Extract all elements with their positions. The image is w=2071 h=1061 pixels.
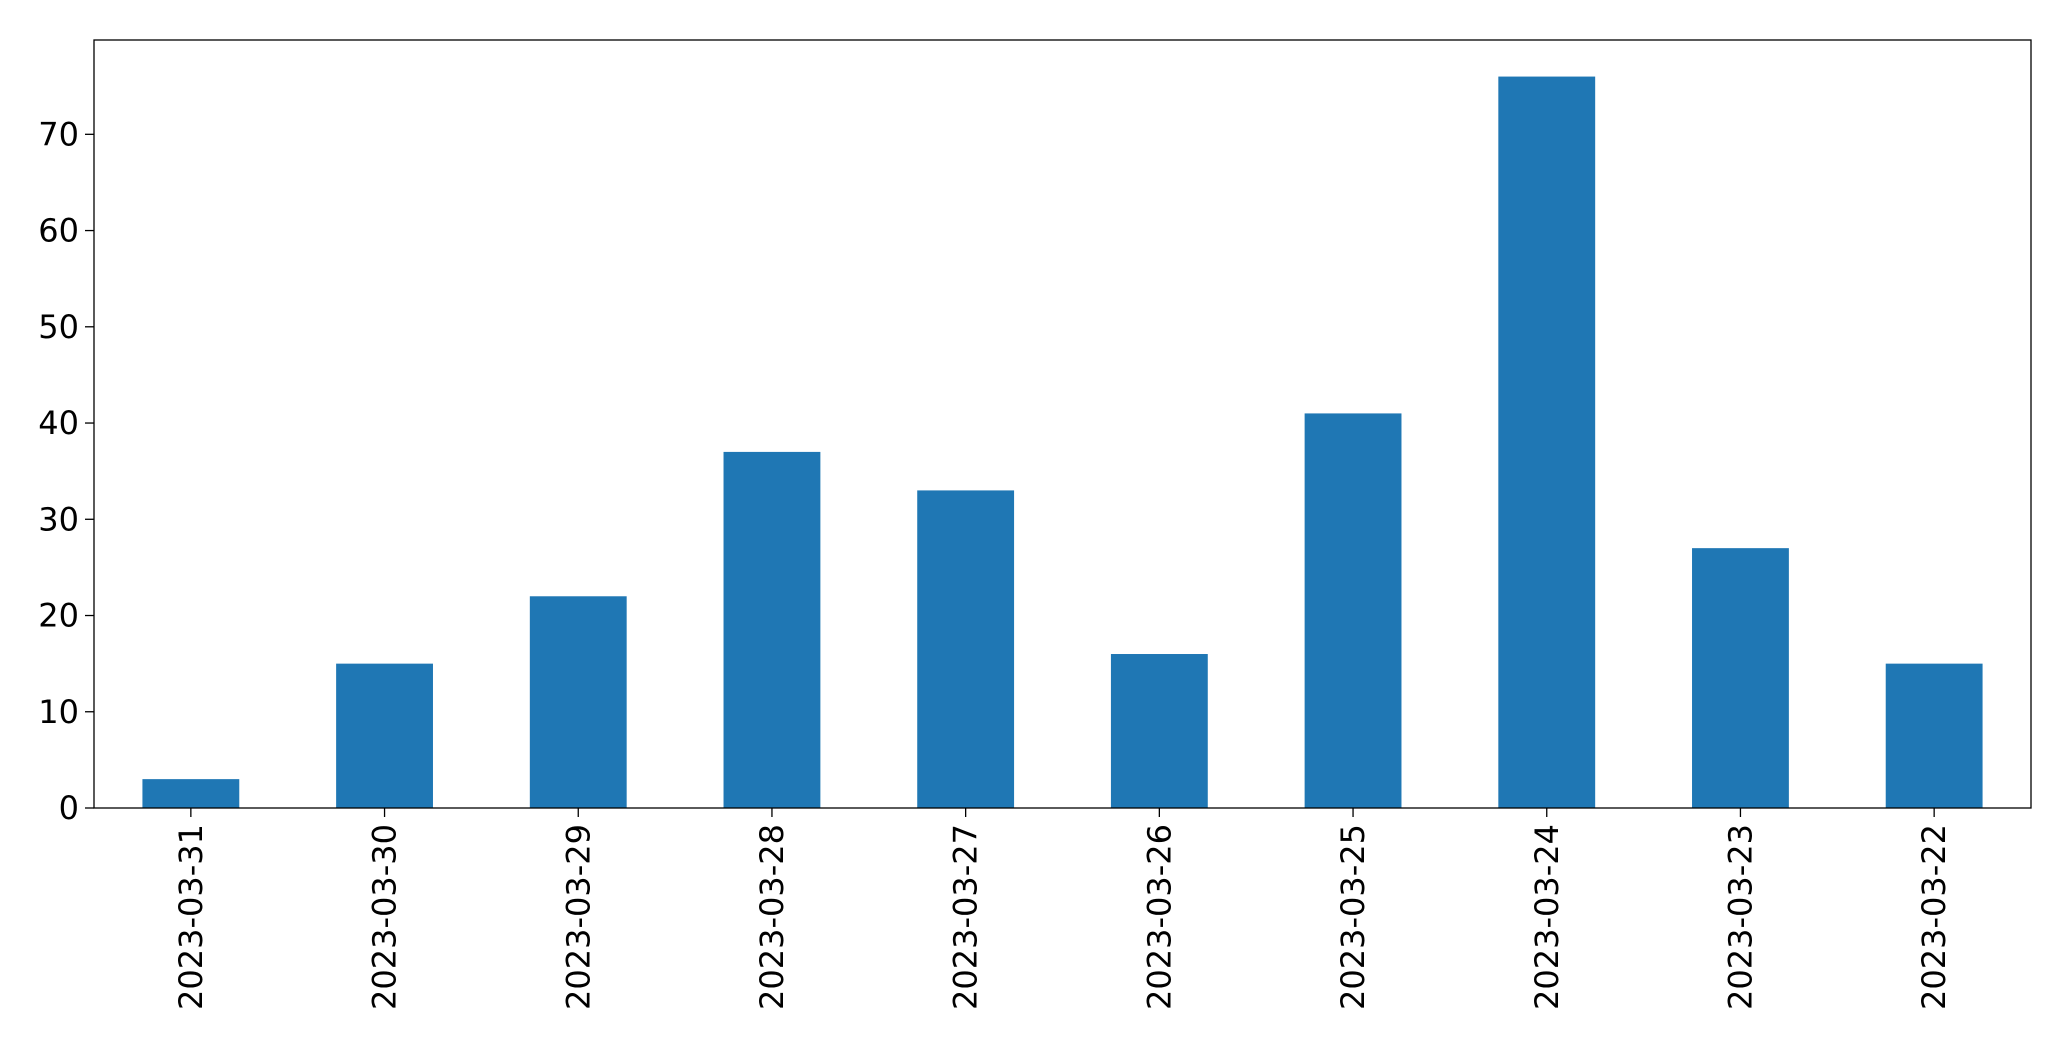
x-tick-label: 2023-03-26: [1140, 824, 1178, 1010]
x-tick-label: 2023-03-30: [366, 824, 404, 1010]
bar: [336, 663, 433, 808]
bar: [723, 451, 821, 808]
y-tick-label: 70: [38, 115, 79, 153]
bar: [1692, 548, 1789, 808]
bar: [1304, 413, 1402, 808]
x-tick-label: 2023-03-29: [559, 824, 597, 1010]
bar: [917, 490, 1015, 808]
y-tick-label: 60: [38, 212, 79, 250]
x-tick-label: 2023-03-25: [1334, 824, 1372, 1010]
y-tick-label: 40: [38, 404, 79, 442]
y-tick-label: 0: [59, 789, 79, 827]
x-tick-label: 2023-03-24: [1528, 824, 1566, 1010]
y-tick-label: 50: [38, 308, 79, 346]
bar: [1498, 76, 1596, 809]
bar: [1110, 654, 1208, 808]
x-tick-label: 2023-03-23: [1721, 824, 1759, 1010]
bar: [529, 596, 627, 808]
y-tick-label: 20: [38, 597, 79, 635]
bar: [1885, 663, 1983, 808]
x-tick-label: 2023-03-31: [172, 824, 210, 1010]
x-tick-label: 2023-03-22: [1915, 824, 1953, 1010]
plot-frame: [93, 39, 2032, 809]
y-tick-label: 30: [38, 500, 79, 538]
x-tick-label: 2023-03-27: [947, 824, 985, 1010]
x-tick-label: 2023-03-28: [753, 824, 791, 1010]
bar: [142, 779, 240, 808]
y-tick-label: 10: [38, 693, 79, 731]
